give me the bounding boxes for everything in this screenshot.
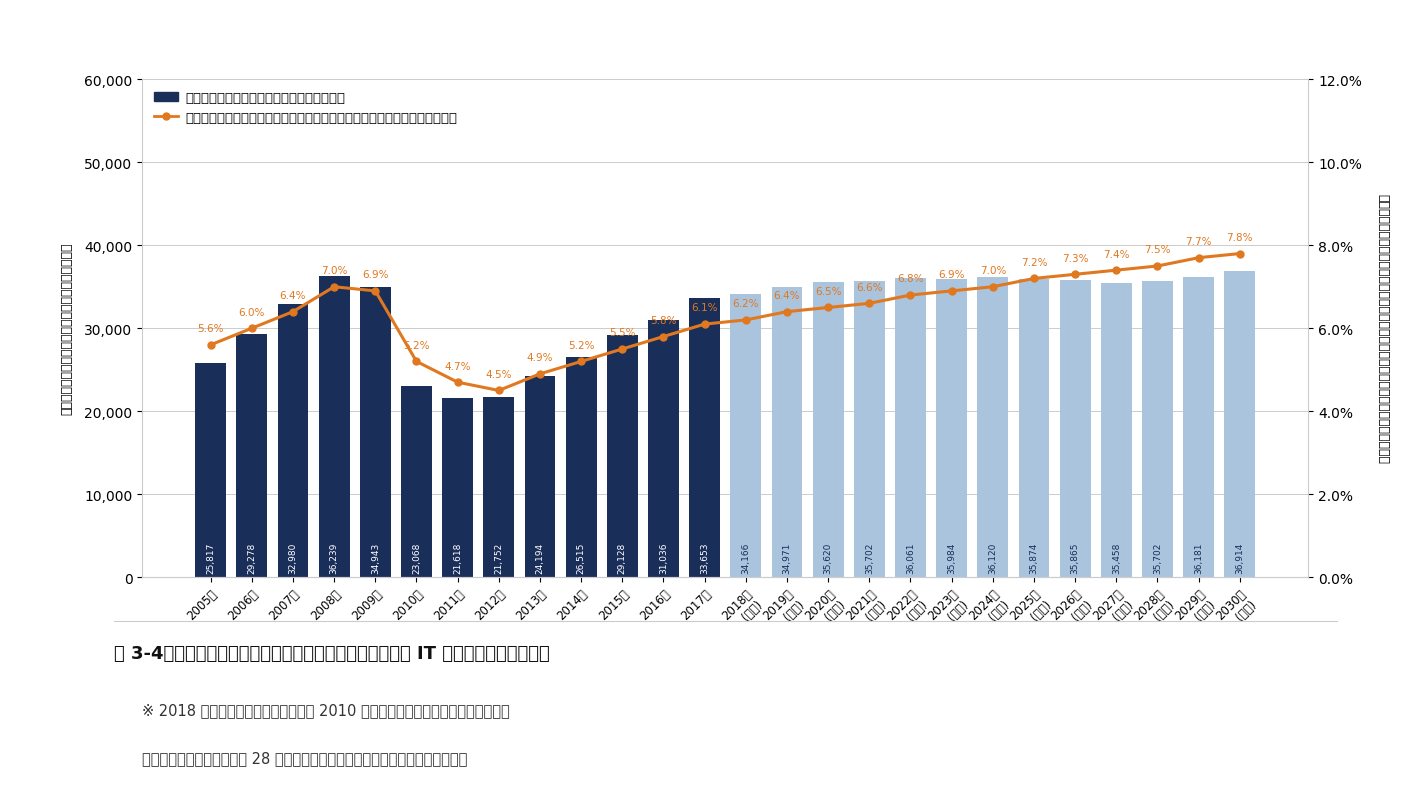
Text: 7.7%: 7.7% bbox=[1186, 237, 1212, 247]
Text: 34,943: 34,943 bbox=[371, 542, 380, 573]
Bar bbox=[1018, 280, 1049, 577]
Text: 6.6%: 6.6% bbox=[856, 282, 883, 293]
Text: 図 3-4　「情報処理・通信技術者」としての就職者数及び IT 人材としての就職割合: 図 3-4 「情報処理・通信技術者」としての就職者数及び IT 人材としての就職… bbox=[114, 645, 549, 662]
Bar bbox=[360, 288, 391, 577]
Text: 6.9%: 6.9% bbox=[363, 270, 388, 280]
Bar bbox=[277, 304, 309, 577]
Text: 35,984: 35,984 bbox=[947, 542, 956, 573]
Text: 4.5%: 4.5% bbox=[485, 370, 512, 379]
Text: 6.4%: 6.4% bbox=[280, 290, 306, 301]
Bar bbox=[607, 336, 637, 577]
Bar bbox=[1142, 282, 1173, 577]
Text: 6.5%: 6.5% bbox=[815, 286, 842, 297]
Text: 36,914: 36,914 bbox=[1236, 542, 1244, 573]
Legend: 「情報処理・通信技術者」としての就職者数, 就職割合＝「情報処理・通信技術者」としての就職者数／各年の全就職者数: 「情報処理・通信技術者」としての就職者数, 就職割合＝「情報処理・通信技術者」と… bbox=[149, 87, 464, 130]
Text: 6.1%: 6.1% bbox=[691, 303, 718, 313]
Bar bbox=[442, 399, 474, 577]
Bar bbox=[977, 278, 1008, 577]
Text: 33,653: 33,653 bbox=[700, 542, 710, 573]
Bar bbox=[566, 358, 597, 577]
Text: 6.9%: 6.9% bbox=[939, 270, 966, 280]
Y-axis label: 「情報処理・通信技術者」として就職した学生の数: 「情報処理・通信技術者」として就職した学生の数 bbox=[60, 243, 73, 415]
Text: 7.4%: 7.4% bbox=[1103, 249, 1129, 259]
Text: 35,865: 35,865 bbox=[1071, 542, 1079, 573]
Text: 35,702: 35,702 bbox=[865, 542, 873, 573]
Text: 23,068: 23,068 bbox=[412, 542, 421, 573]
Text: 29,278: 29,278 bbox=[247, 542, 256, 573]
Text: 36,061: 36,061 bbox=[906, 542, 914, 573]
Bar bbox=[525, 377, 556, 577]
Text: （出所）文部科学省「平成 28 年度学校基本調査」をもとにみずほ情報総研作成: （出所）文部科学省「平成 28 年度学校基本調査」をもとにみずほ情報総研作成 bbox=[142, 751, 468, 765]
Text: 24,194: 24,194 bbox=[536, 542, 545, 573]
Bar bbox=[319, 277, 350, 577]
Bar bbox=[1101, 284, 1132, 577]
Bar bbox=[813, 282, 843, 577]
Y-axis label: 各年の全就職者数に対する「情報処理・通信技術者」として就職した学生の割合: 各年の全就職者数に対する「情報処理・通信技術者」として就職した学生の割合 bbox=[1376, 194, 1389, 464]
Text: 34,971: 34,971 bbox=[782, 542, 792, 573]
Text: 5.2%: 5.2% bbox=[567, 340, 594, 350]
Text: 5.6%: 5.6% bbox=[198, 324, 223, 334]
Text: 5.8%: 5.8% bbox=[650, 315, 677, 326]
Text: 31,036: 31,036 bbox=[658, 542, 668, 573]
Text: 32,980: 32,980 bbox=[289, 542, 297, 573]
Text: 7.0%: 7.0% bbox=[321, 265, 347, 276]
Bar bbox=[401, 387, 432, 577]
Text: 36,181: 36,181 bbox=[1194, 542, 1203, 573]
Text: 35,458: 35,458 bbox=[1112, 542, 1121, 573]
Text: 35,702: 35,702 bbox=[1153, 542, 1162, 573]
Text: 29,128: 29,128 bbox=[617, 542, 627, 573]
Text: 5.2%: 5.2% bbox=[404, 340, 429, 350]
Text: 26,515: 26,515 bbox=[577, 542, 586, 573]
Text: 4.9%: 4.9% bbox=[526, 353, 553, 363]
Text: 7.2%: 7.2% bbox=[1021, 257, 1047, 268]
Text: ※ 2018 年以降は、みずほ情報総研が 2010 年以降のトレンドをもとに試算した値: ※ 2018 年以降は、みずほ情報総研が 2010 年以降のトレンドをもとに試算… bbox=[142, 703, 510, 717]
Text: 7.8%: 7.8% bbox=[1227, 233, 1253, 243]
Bar bbox=[936, 279, 967, 577]
Text: 7.3%: 7.3% bbox=[1062, 253, 1088, 263]
Text: 6.0%: 6.0% bbox=[239, 307, 264, 318]
Text: 7.5%: 7.5% bbox=[1145, 245, 1170, 255]
Bar bbox=[690, 298, 720, 577]
Text: 34,166: 34,166 bbox=[741, 542, 751, 573]
Text: 7.0%: 7.0% bbox=[980, 265, 1005, 276]
Text: 6.2%: 6.2% bbox=[732, 299, 759, 309]
Bar bbox=[236, 334, 267, 577]
Text: 21,752: 21,752 bbox=[495, 542, 503, 573]
Text: 21,618: 21,618 bbox=[454, 542, 462, 573]
Bar bbox=[1224, 272, 1256, 577]
Bar bbox=[648, 320, 678, 577]
Bar bbox=[483, 397, 515, 577]
Bar bbox=[772, 288, 802, 577]
Bar bbox=[853, 282, 884, 577]
Bar bbox=[894, 278, 926, 577]
Text: 4.7%: 4.7% bbox=[445, 361, 471, 371]
Bar bbox=[1183, 277, 1214, 577]
Text: 35,874: 35,874 bbox=[1030, 542, 1038, 573]
Text: 6.4%: 6.4% bbox=[774, 290, 801, 301]
Text: 36,239: 36,239 bbox=[330, 542, 338, 573]
Bar bbox=[195, 363, 226, 577]
Bar bbox=[731, 294, 761, 577]
Text: 5.5%: 5.5% bbox=[609, 328, 636, 338]
Text: 25,817: 25,817 bbox=[206, 542, 215, 573]
Text: 35,620: 35,620 bbox=[823, 542, 833, 573]
Text: 36,120: 36,120 bbox=[988, 542, 997, 573]
Bar bbox=[1059, 280, 1091, 577]
Text: 6.8%: 6.8% bbox=[897, 274, 924, 284]
